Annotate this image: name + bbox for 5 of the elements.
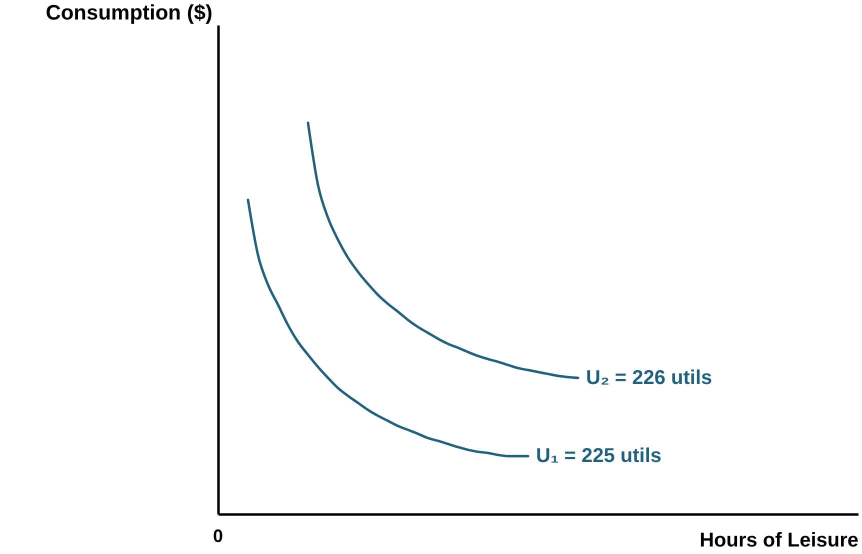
series-label: U₁ = 225 utils	[536, 445, 662, 468]
x-axis-title: Hours of Leisure	[700, 530, 858, 552]
text: 0	[212, 526, 224, 546]
series-label: U₂ = 226 utils	[586, 366, 712, 389]
y-axis-title: Consumption ($)	[46, 2, 212, 24]
